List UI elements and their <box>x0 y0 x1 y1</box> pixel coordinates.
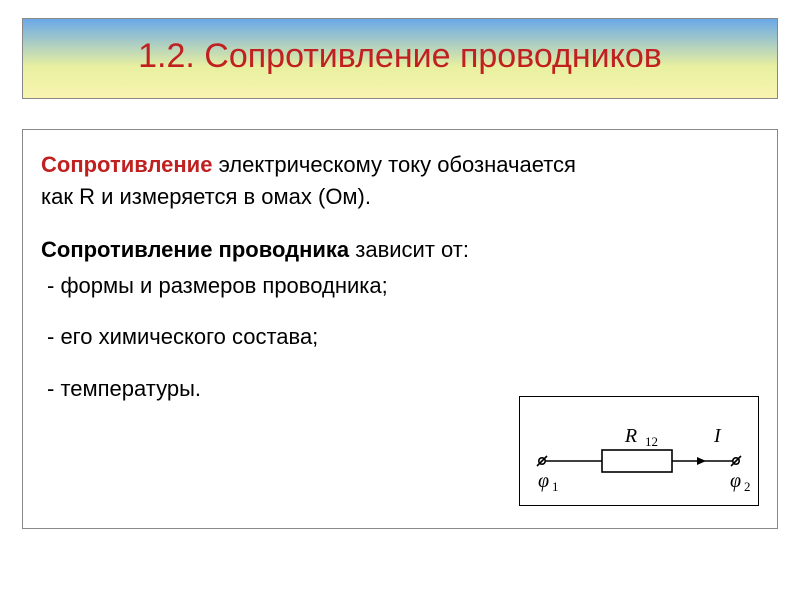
svg-text:12: 12 <box>645 434 658 449</box>
svg-text:I: I <box>713 425 722 447</box>
svg-text:φ: φ <box>538 470 549 492</box>
circuit-svg: R12Iφ1φ2 <box>524 401 754 496</box>
intro-lead-rest: электрическому току обозначается <box>212 152 576 177</box>
depends-bold: Сопротивление проводника <box>41 237 349 262</box>
spacer-3 <box>41 356 759 370</box>
intro-line-2: как R и измеряется в омах (Ом). <box>41 182 759 212</box>
intro-line-1: Сопротивление электрическому току обозна… <box>41 150 759 180</box>
title-box: 1.2. Сопротивление проводников <box>22 18 778 99</box>
depends-rest: зависит от: <box>349 237 469 262</box>
svg-text:1: 1 <box>552 479 559 494</box>
bullet-1: - формы и размеров проводника; <box>41 267 759 304</box>
spacer-2 <box>41 304 759 318</box>
content-box: Сопротивление электрическому току обозна… <box>22 129 778 529</box>
svg-text:R: R <box>624 425 637 447</box>
spacer-1 <box>41 213 759 235</box>
svg-text:φ: φ <box>730 470 741 492</box>
svg-text:2: 2 <box>744 479 751 494</box>
intro-lead-bold: Сопротивление <box>41 152 212 177</box>
circuit-diagram: R12Iφ1φ2 <box>519 396 759 506</box>
bullet-2: - его химического состава; <box>41 318 759 355</box>
slide: 1.2. Сопротивление проводников Сопротивл… <box>0 0 800 600</box>
depends-header: Сопротивление проводника зависит от: <box>41 235 759 265</box>
slide-title: 1.2. Сопротивление проводников <box>35 37 765 76</box>
